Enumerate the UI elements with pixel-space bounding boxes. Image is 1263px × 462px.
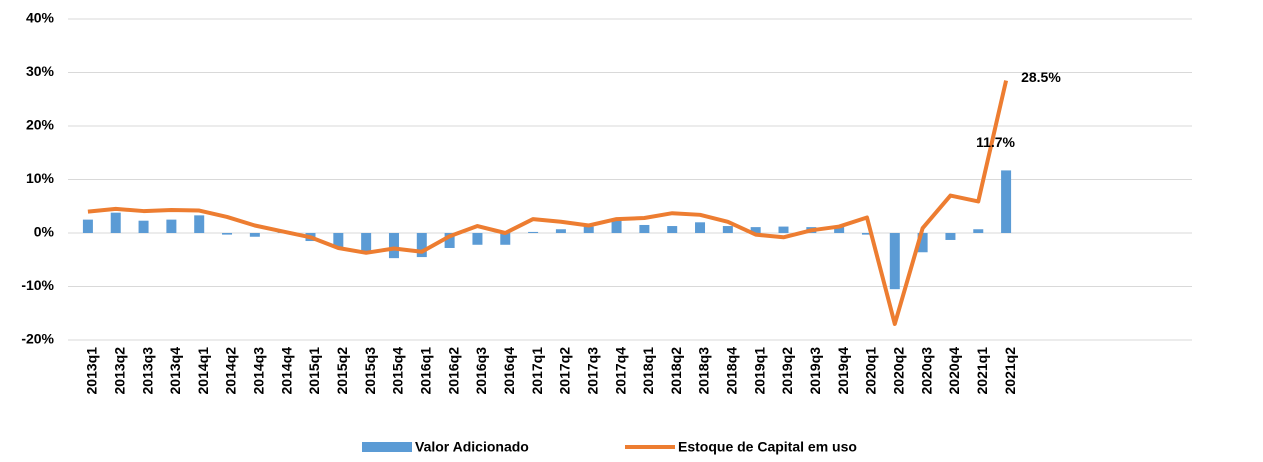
bar — [973, 229, 984, 233]
data-label: 28.5% — [1021, 69, 1061, 85]
x-tick-label: 2014q1 — [195, 347, 211, 395]
bar — [333, 233, 344, 248]
x-tick-label: 2020q3 — [918, 347, 934, 395]
bar — [861, 233, 872, 235]
bar — [750, 227, 761, 233]
bar — [555, 229, 566, 233]
bar — [722, 226, 733, 233]
x-tick-label: 2013q1 — [84, 347, 100, 395]
y-tick-label: -10% — [21, 277, 54, 293]
x-tick-label: 2016q1 — [417, 347, 433, 395]
bar — [1001, 170, 1012, 233]
legend-swatch — [362, 442, 412, 452]
x-tick-label: 2021q1 — [974, 347, 990, 395]
x-tick-label: 2018q3 — [696, 347, 712, 395]
x-tick-label: 2018q4 — [724, 347, 740, 395]
y-tick-label: 20% — [26, 117, 55, 133]
x-tick-label: 2019q1 — [751, 347, 767, 395]
x-tick-label: 2015q2 — [334, 347, 350, 395]
y-tick-label: 0% — [34, 224, 55, 240]
x-tick-label: 2017q3 — [584, 347, 600, 395]
bar — [667, 226, 678, 233]
x-tick-label: 2020q4 — [946, 347, 962, 395]
x-tick-label: 2021q2 — [1002, 347, 1018, 395]
y-tick-label: 40% — [26, 10, 55, 26]
x-tick-label: 2015q3 — [362, 347, 378, 395]
bar — [166, 219, 177, 233]
bar — [583, 226, 594, 233]
bar — [82, 219, 93, 233]
x-tick-label: 2020q1 — [863, 347, 879, 395]
bar — [945, 233, 956, 240]
bar — [889, 233, 900, 290]
x-tick-label: 2016q2 — [445, 347, 461, 395]
x-tick-label: 2013q3 — [139, 347, 155, 395]
bar — [695, 222, 706, 233]
line — [87, 80, 1009, 326]
bar — [110, 212, 121, 233]
bar — [138, 220, 149, 233]
x-tick-label: 2015q1 — [306, 347, 322, 395]
bar — [194, 215, 205, 233]
x-tick-label: 2013q4 — [167, 347, 183, 395]
x-tick-label: 2015q4 — [390, 347, 406, 395]
x-tick-label: 2014q2 — [223, 347, 239, 395]
bar — [472, 233, 483, 245]
bar — [361, 233, 372, 252]
y-tick-label: -20% — [21, 331, 54, 347]
x-tick-label: 2017q2 — [557, 347, 573, 395]
y-tick-label: 30% — [26, 63, 55, 79]
bar — [444, 233, 455, 248]
legend-label: Valor Adicionado — [415, 439, 529, 455]
bar — [500, 233, 511, 245]
x-tick-label: 2017q1 — [529, 347, 545, 395]
x-tick-label: 2014q4 — [278, 347, 294, 395]
x-tick-label: 2019q3 — [807, 347, 823, 395]
bar — [528, 231, 539, 233]
x-tick-label: 2016q4 — [501, 347, 517, 395]
bar — [917, 233, 928, 253]
x-tick-label: 2018q2 — [668, 347, 684, 395]
bar — [611, 220, 622, 233]
x-tick-label: 2014q3 — [251, 347, 267, 395]
x-tick-label: 2016q3 — [473, 347, 489, 395]
legend-label: Estoque de Capital em uso — [678, 439, 857, 455]
x-tick-label: 2020q2 — [890, 347, 906, 395]
x-tick-label: 2019q4 — [835, 347, 851, 395]
x-tick-label: 2018q1 — [640, 347, 656, 395]
bar — [249, 233, 260, 237]
bar — [639, 224, 650, 233]
bar — [778, 226, 789, 233]
y-tick-label: 10% — [26, 170, 55, 186]
bar — [416, 233, 427, 258]
bar — [834, 226, 845, 233]
x-tick-label: 2017q4 — [612, 347, 628, 395]
data-label: 11.7% — [976, 134, 1015, 150]
bar — [222, 233, 233, 235]
x-tick-label: 2019q2 — [779, 347, 795, 395]
bar — [388, 233, 399, 259]
x-tick-label: 2013q2 — [111, 347, 127, 395]
